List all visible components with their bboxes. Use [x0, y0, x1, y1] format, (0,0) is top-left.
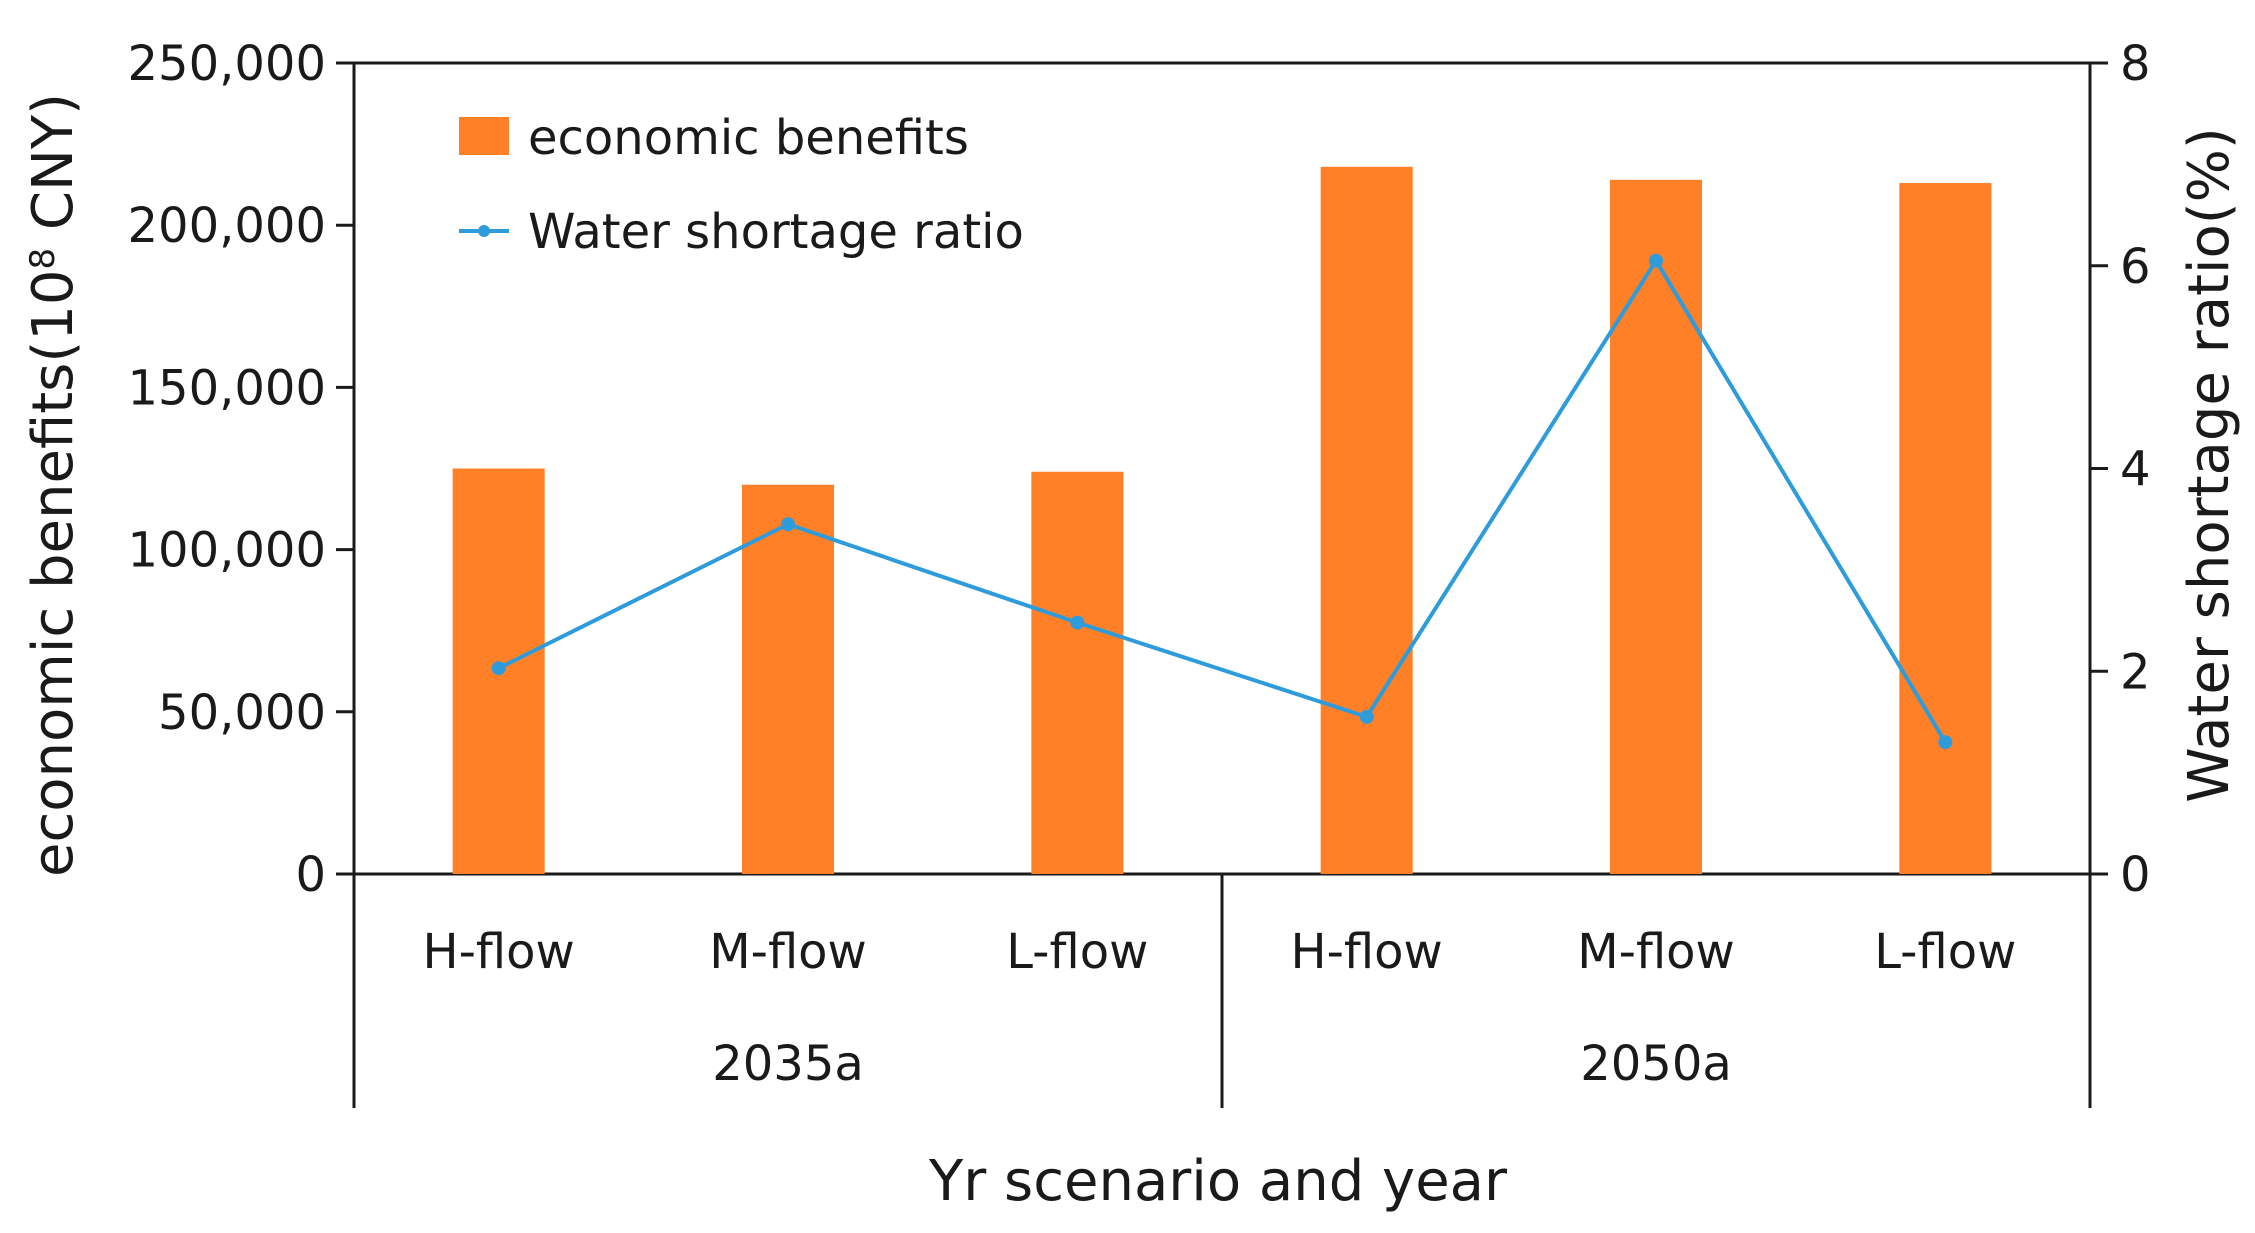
legend: economic benefits Water shortage ratio	[459, 110, 1024, 260]
left-tick-label: 250,000	[128, 36, 327, 92]
group-label: 2050a	[1580, 1036, 1732, 1092]
bar-4	[1320, 166, 1413, 875]
left-axis-ticks: 0 50,000 100,000 150,000 200,000 250,000	[128, 36, 354, 903]
category-label: H-flow	[1291, 924, 1443, 980]
x-axis-title: Yr scenario and year	[928, 1149, 1508, 1214]
legend-bar-swatch	[459, 117, 509, 155]
point-1	[491, 661, 506, 676]
left-tick-label: 50,000	[158, 685, 326, 741]
point-3	[1070, 615, 1085, 630]
right-tick-label: 8	[2120, 36, 2151, 92]
bar-6	[1899, 183, 1992, 874]
bar-2	[742, 484, 834, 874]
left-tick-label: 100,000	[128, 523, 327, 579]
right-axis-title: Water shortage ratio(%)	[2177, 127, 2242, 802]
legend-line-marker	[478, 225, 490, 237]
group-label: 2035a	[712, 1036, 864, 1092]
point-4	[1359, 709, 1374, 724]
left-tick-label: 200,000	[128, 198, 327, 254]
shortage-ratio-line	[497, 258, 1948, 744]
left-tick-label: 150,000	[128, 360, 327, 416]
category-label: L-flow	[1874, 924, 2016, 980]
bar-3	[1031, 471, 1124, 874]
right-axis-ticks: 0 2 4 6 8	[2090, 36, 2151, 903]
category-label: M-flow	[709, 924, 867, 980]
bar-5	[1610, 179, 1702, 874]
axes	[352, 61, 2092, 1108]
category-label: M-flow	[1577, 924, 1735, 980]
category-label: L-flow	[1006, 924, 1148, 980]
point-2	[781, 517, 795, 532]
point-6	[1938, 735, 1953, 750]
point-5	[1649, 253, 1663, 268]
category-label: H-flow	[423, 924, 575, 980]
left-tick-label: 0	[295, 847, 326, 903]
line-series	[491, 253, 1953, 750]
right-tick-label: 2	[2120, 644, 2151, 700]
right-tick-label: 4	[2120, 442, 2151, 498]
legend-label-bars: economic benefits	[528, 110, 969, 166]
category-labels: H-flow M-flow L-flow H-flow M-flow L-flow 2035…	[423, 924, 2017, 1092]
right-tick-label: 0	[2120, 847, 2151, 903]
left-axis-title: economic benefits(108 CNY)	[21, 93, 86, 877]
right-tick-label: 6	[2120, 239, 2151, 295]
legend-label-line: Water shortage ratio	[528, 204, 1024, 260]
bar-series	[452, 166, 1992, 875]
